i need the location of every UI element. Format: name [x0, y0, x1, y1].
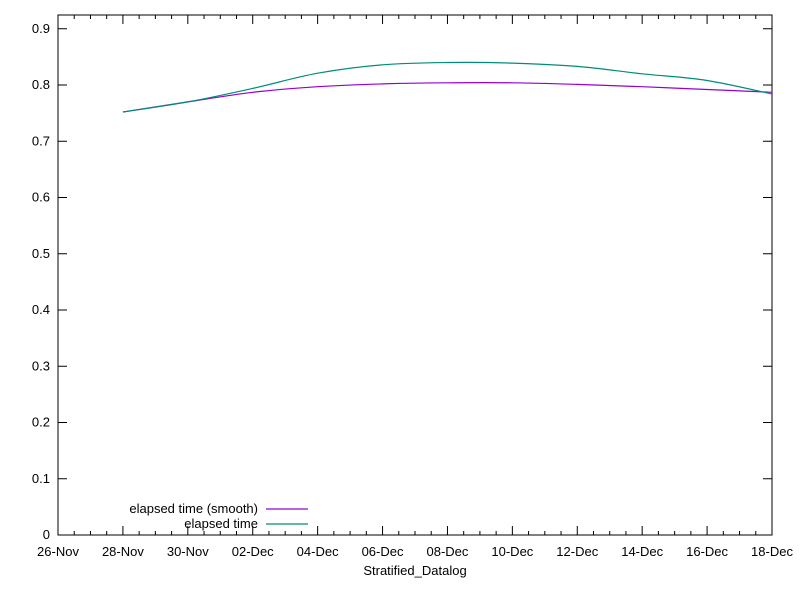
legend-label: elapsed time (smooth) — [129, 501, 258, 516]
x-tick-label: 04-Dec — [297, 544, 339, 559]
y-tick-label: 0.5 — [32, 246, 50, 261]
y-tick-label: 0.6 — [32, 190, 50, 205]
x-axis-title: Stratified_Datalog — [363, 563, 466, 578]
y-tick-label: 0.8 — [32, 77, 50, 92]
legend-label: elapsed time — [184, 516, 258, 531]
x-tick-label: 16-Dec — [686, 544, 728, 559]
series-line-elapsed-time — [122, 61, 773, 113]
y-tick-label: 0.3 — [32, 358, 50, 373]
x-tick-label: 12-Dec — [556, 544, 598, 559]
x-tick-label: 18-Dec — [751, 544, 793, 559]
y-tick-label: 0.7 — [32, 133, 50, 148]
x-tick-label: 08-Dec — [426, 544, 468, 559]
y-tick-label: 0.2 — [32, 415, 50, 430]
y-tick-label: 0.1 — [32, 471, 50, 486]
x-tick-label: 28-Nov — [102, 544, 144, 559]
series-line-elapsed-time-smooth — [122, 82, 773, 113]
x-tick-label: 14-Dec — [621, 544, 663, 559]
y-tick-label: 0.4 — [32, 302, 50, 317]
x-tick-label: 02-Dec — [232, 544, 274, 559]
y-tick-label: 0.9 — [32, 21, 50, 36]
x-tick-label: 10-Dec — [491, 544, 533, 559]
y-tick-label: 0 — [43, 527, 50, 542]
x-tick-label: 26-Nov — [37, 544, 79, 559]
x-tick-label: 30-Nov — [167, 544, 209, 559]
plot-border — [57, 14, 773, 536]
x-tick-label: 06-Dec — [362, 544, 404, 559]
